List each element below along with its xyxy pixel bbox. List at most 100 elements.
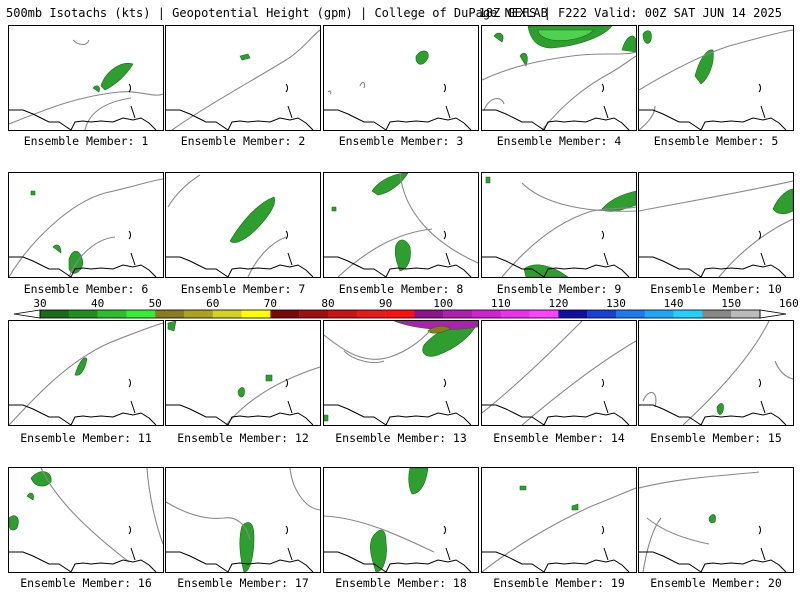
coastline (70, 264, 157, 277)
coastline (445, 547, 451, 561)
coastline (700, 412, 787, 425)
coastline (758, 83, 761, 93)
colorbar-tick-label: 160 (779, 297, 799, 310)
ensemble-map-2 (166, 29, 320, 130)
ensemble-map-17 (166, 468, 320, 572)
ensemble-panel-20 (638, 467, 794, 573)
ensemble-map-18 (324, 468, 472, 572)
height-contour (718, 218, 793, 277)
ensemble-panel-5 (638, 25, 794, 131)
coastline (9, 256, 72, 277)
ensemble-panel-7 (165, 172, 321, 278)
coastline (324, 551, 387, 572)
height-contour (146, 468, 163, 545)
coastline (443, 525, 446, 535)
coastline (639, 109, 702, 130)
coastline (9, 109, 72, 130)
isotach-shading (167, 321, 177, 332)
coastline (443, 83, 446, 93)
isotach-shading (30, 471, 52, 487)
colorbar-segment (616, 310, 645, 318)
member-label: Ensemble Member: 4 (496, 134, 622, 148)
coastline (285, 230, 288, 240)
isotach-shading (394, 239, 411, 272)
coastline (324, 256, 387, 277)
ensemble-map-16 (9, 468, 163, 572)
isotach-shading (708, 514, 716, 524)
coastline (130, 105, 136, 119)
colorbar-segment (587, 310, 617, 318)
ensemble-panel-2 (165, 25, 321, 131)
coastline (445, 400, 451, 414)
ensemble-map-13 (324, 321, 478, 425)
ensemble-map-14 (482, 321, 636, 425)
coastline (128, 230, 131, 240)
height-contour (639, 180, 793, 212)
isotach-shading (74, 357, 88, 376)
height-contour (327, 90, 332, 95)
coastline (482, 551, 545, 572)
coastline (166, 404, 229, 425)
height-contour (399, 173, 478, 264)
ensemble-panel-9 (481, 172, 637, 278)
colorbar-tick-label: 70 (264, 297, 277, 310)
height-contour (84, 97, 132, 130)
coastline (385, 264, 472, 277)
coastline (166, 551, 229, 572)
isotach-shading (26, 492, 34, 501)
isotach-shading (100, 62, 134, 91)
ensemble-panel-18 (323, 467, 479, 573)
height-contour (167, 174, 201, 208)
colorbar-segment (68, 310, 98, 318)
chart-title: 500mb Isotachs (kts) | Geopotential Heig… (6, 6, 548, 20)
member-label: Ensemble Member: 20 (650, 576, 782, 590)
coastline (166, 256, 229, 277)
coastline (700, 559, 787, 572)
ensemble-map-3 (324, 50, 472, 130)
isotach-shading (537, 29, 595, 41)
coastline (601, 230, 604, 240)
colorbar-tick-label: 100 (433, 297, 453, 310)
run-valid-time: 18Z GEFS | F222 Valid: 00Z SAT JUN 14 20… (478, 6, 782, 20)
ensemble-panel-19 (481, 467, 637, 573)
height-contour (639, 29, 793, 91)
colorbar-segment (702, 310, 732, 318)
isotach-shading (324, 414, 329, 422)
coastline (603, 400, 609, 414)
isotach-shading (716, 403, 724, 415)
colorbar-segment (558, 310, 588, 318)
ensemble-map-11 (9, 322, 163, 425)
member-label: Ensemble Member: 18 (335, 576, 467, 590)
ensemble-panel-14 (481, 320, 637, 426)
ensemble-map-6 (9, 178, 163, 277)
isotach-shading (239, 522, 255, 572)
colorbar-arrow-right (759, 309, 787, 319)
colorbar-arrow-left (13, 309, 41, 319)
member-label: Ensemble Member: 9 (496, 282, 622, 296)
coastline (758, 525, 761, 535)
colorbar-segment (97, 310, 127, 318)
ensemble-map-9 (482, 176, 636, 277)
coastline (760, 400, 766, 414)
isotach-shading (493, 32, 504, 43)
height-contour (247, 236, 287, 277)
height-contour (482, 51, 636, 81)
ensemble-panel-1 (8, 25, 164, 131)
member-label: Ensemble Member: 8 (338, 282, 464, 296)
isotach-shading (642, 30, 652, 44)
isotach-shading (519, 485, 527, 491)
coastline (445, 252, 451, 266)
isotach-shading (30, 190, 36, 196)
coastline (603, 105, 609, 119)
coastline (70, 117, 157, 130)
isotach-shading (9, 515, 19, 531)
isotach-shading (621, 35, 636, 53)
ensemble-panel-12 (165, 320, 321, 426)
colorbar-tick-label: 30 (33, 297, 46, 310)
colorbar-tick-label: 90 (379, 297, 392, 310)
coastline (130, 400, 136, 414)
isotach-shading (265, 374, 273, 382)
coastline (9, 551, 72, 572)
colorbar-segment (644, 310, 674, 318)
coastline (227, 412, 314, 425)
